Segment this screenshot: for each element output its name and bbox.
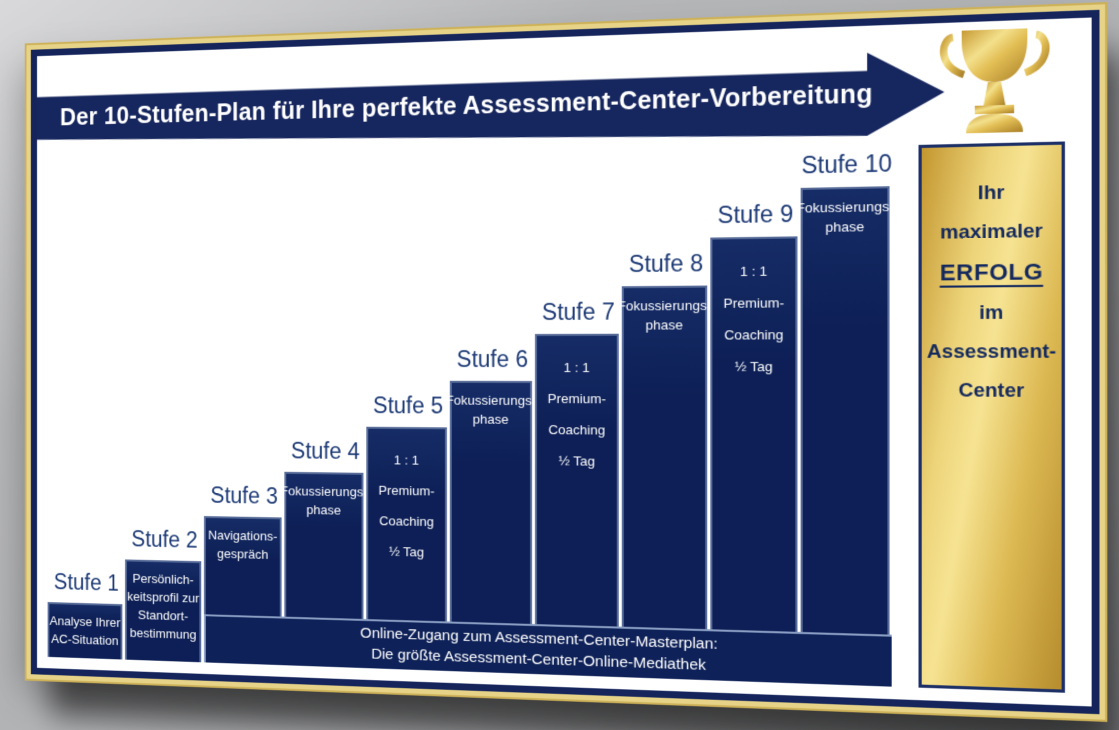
step-text-line: phase [645,316,683,333]
trophy-icon [937,23,1051,134]
step-text-line: Premium- [547,390,606,407]
step-label: Stufe 4 [290,437,360,464]
step-text-line: Fokussierungs- [280,482,367,499]
step-text-line: Fokussierungs- [795,198,894,216]
step-label: Stufe 5 [372,392,443,419]
step-text-line: 1 : 1 [393,452,419,468]
step-label: Stufe 9 [717,200,793,229]
goal-emphasis-text: ERFOLG [939,258,1043,286]
slide-frame: Der 10-Stufen-Plan für Ihre perfekte Ass… [30,9,1099,715]
step-text-line: Fokussierungs- [617,297,712,314]
step-text-line: Persönlich- [131,570,194,587]
step-text-line: ½ Tag [557,453,595,469]
step-text-line: 1 : 1 [739,262,767,279]
goal-text-line: Center [957,379,1024,403]
step-label: Stufe 6 [456,346,528,372]
step-text-line: AC-Situation [50,631,119,648]
step-label: Stufe 10 [800,149,892,179]
step-text-line: Fokussierungs- [445,392,536,408]
step-text-line: Analyse Ihrer [49,612,120,630]
step-text-line: Coaching [547,422,605,438]
step-text-line: phase [472,411,509,427]
step-text-line: keitsprofil zur [126,588,199,606]
goal-column: Ihr maximaler ERFOLG im Assessment- Center [918,141,1065,693]
step-text-line: Premium- [377,482,435,499]
step-label: Stufe 7 [541,298,615,325]
step-text-line: Coaching [723,326,783,343]
step-text-line: phase [824,218,864,235]
step-text-line: 1 : 1 [563,359,590,375]
goal-text-line: Ihr [977,181,1004,205]
step-label: Stufe 3 [209,482,278,509]
step-1: Stufe 1 Analyse Ihrer AC-Situation [47,53,124,660]
step-text-line: bestimmung [129,625,196,643]
step-column: 1 : 1 Premium- Coaching ½ Tag [709,236,797,684]
goal-text-line: Assessment- [926,340,1056,364]
step-text-line: Standort- [137,607,188,624]
step-text-line: phase [305,502,341,518]
step-text-line: Navigations- [207,527,277,544]
step-2: Stufe 2 Persönlich-keitsprofil zur Standor… [124,50,204,663]
slide-interior: Der 10-Stufen-Plan für Ihre perfekte Ass… [37,18,1092,707]
step-text-line: Premium- [722,294,784,311]
step-text-line: Coaching [378,513,434,530]
step-label: Stufe 1 [53,569,119,596]
step-label: Stufe 8 [628,249,703,278]
step-column: Fokussierungs-phase [796,186,893,687]
step-text-line: gespräch [216,545,268,562]
step-text-line: ½ Tag [388,544,424,560]
step-text-line: ½ Tag [734,359,773,375]
step-column: Analyse Ihrer AC-Situation [47,602,122,660]
step-3: Stufe 3 Navigations-gespräch [203,47,283,666]
step-label: Stufe 2 [130,526,198,553]
step-column: Fokussierungs-phase [617,285,711,681]
step-column: Persönlich-keitsprofil zur Standort-besti… [124,559,201,663]
goal-text-line: im [978,301,1003,325]
goal-text-line: maximaler [939,220,1043,244]
